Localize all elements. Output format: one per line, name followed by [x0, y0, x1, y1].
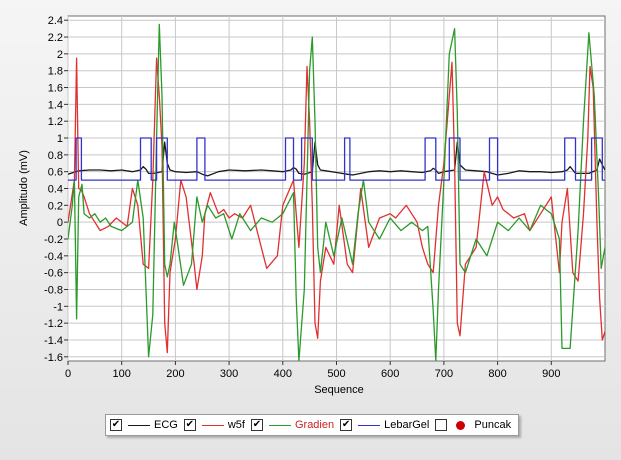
x-tick-label: 300: [220, 368, 238, 380]
x-tick-label: 600: [381, 368, 399, 380]
legend-label-w5f: w5f: [227, 419, 245, 431]
legend-label-gradien: Gradien: [294, 419, 335, 431]
y-tick-label: 1: [57, 133, 63, 145]
y-tick-label: 2: [57, 49, 63, 61]
y-tick-label: 1.8: [48, 66, 63, 78]
legend-item-lebargel[interactable]: ✔ LebarGel: [340, 419, 429, 431]
y-tick-label: -0.2: [44, 234, 63, 246]
series-line-lebargel: [68, 137, 605, 181]
x-axis-title: Sequence: [314, 384, 364, 396]
chart: -1.6 -1.4 -1.2 -1 -0.8 -0.6 -0.4 -0.2 0 0.2 0.4 0.6…: [18, 15, 606, 396]
legend-label-puncak: Puncak: [474, 419, 512, 431]
legend-item-gradien[interactable]: ✔ Gradien: [250, 419, 335, 431]
x-tick-label: 700: [435, 368, 453, 380]
y-tick-label: 0.6: [48, 167, 63, 179]
y-tick-label: 1.6: [48, 83, 63, 95]
y-axis-title: Amplitudo (mV): [18, 150, 30, 226]
legend-checkbox-gradien[interactable]: ✔: [250, 419, 263, 431]
legend-checkbox-puncak[interactable]: [435, 419, 448, 431]
y-tick-label: -1.4: [44, 335, 63, 347]
y-tick-label: -1.6: [44, 352, 63, 364]
y-tick-label: 2.2: [48, 32, 63, 44]
y-tick-label: 0.4: [48, 184, 63, 196]
legend-item-ecg[interactable]: ✔ ECG: [110, 419, 178, 431]
legend-item-w5f[interactable]: ✔ w5f: [183, 419, 245, 431]
legend-swatch-gradien: [268, 424, 291, 426]
x-tick-label: 800: [488, 368, 506, 380]
y-tick-label: -0.8: [44, 284, 63, 296]
legend-checkbox-ecg[interactable]: ✔: [110, 419, 122, 431]
legend-checkbox-w5f[interactable]: ✔: [183, 419, 196, 431]
y-tick-label: -0.6: [44, 268, 63, 280]
x-tick-label: 500: [327, 368, 345, 380]
y-tick-label: -1: [53, 301, 63, 313]
y-tick-label: 1.4: [48, 99, 63, 111]
x-tick-label: 900: [542, 368, 560, 380]
x-tick-label: 200: [166, 368, 184, 380]
legend-label-ecg: ECG: [154, 419, 178, 431]
legend-checkbox-lebargel[interactable]: ✔: [340, 419, 353, 431]
legend-item-puncak[interactable]: Puncak: [435, 419, 511, 431]
x-tick-label: 100: [113, 368, 131, 380]
legend-swatch-w5f: [201, 424, 224, 426]
y-tick-label: 2.4: [48, 15, 63, 27]
x-tick-label: 400: [274, 368, 292, 380]
legend-swatch-ecg: [128, 424, 150, 426]
y-tick-label: 0.2: [48, 200, 63, 212]
legend: ✔ ECG ✔ w5f ✔ Gradien ✔ LebarGel Puncak: [105, 414, 519, 436]
x-tick-label: 0: [65, 368, 71, 380]
y-tick-label: 0.8: [48, 150, 63, 162]
legend-swatch-puncak: [456, 420, 466, 430]
y-tick-label: 0: [57, 217, 63, 229]
legend-swatch-lebargel: [358, 424, 381, 426]
y-tick-label: 1.2: [48, 116, 63, 128]
legend-label-lebargel: LebarGel: [384, 419, 430, 431]
series-line-gradien: [68, 23, 605, 361]
y-tick-label: -0.4: [44, 251, 63, 263]
y-tick-label: -1.2: [44, 318, 63, 330]
